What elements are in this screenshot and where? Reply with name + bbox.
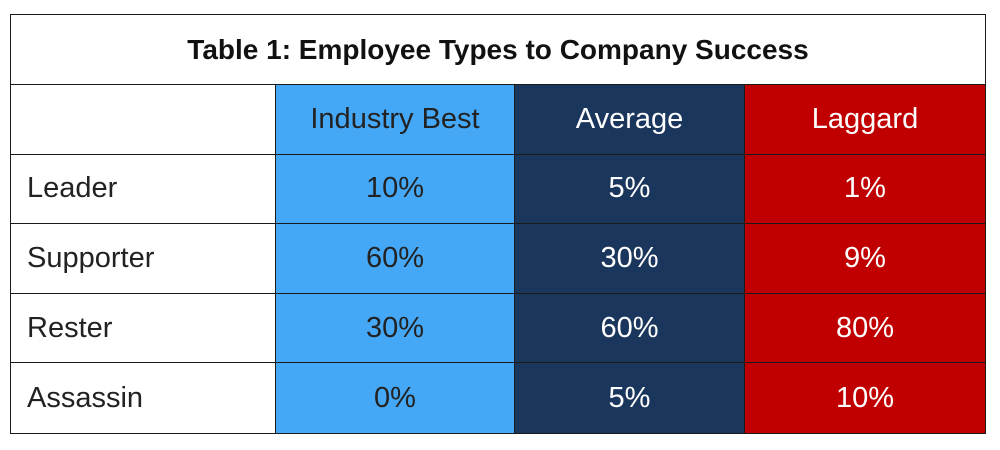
table-cell: 10%	[745, 363, 985, 433]
header-row: Industry Best Average Laggard	[11, 85, 985, 155]
table-grid: Industry Best Average Laggard Leader 10% 5% 1%…	[11, 85, 985, 433]
table-cell: 0%	[276, 363, 515, 433]
table-cell: 30%	[515, 224, 745, 294]
table-row: Assassin 0% 5% 10%	[11, 363, 985, 433]
table-title: Table 1: Employee Types to Company Succe…	[11, 15, 985, 85]
row-label: Leader	[11, 154, 276, 225]
row-label: Assassin	[11, 363, 276, 433]
employee-types-table: Table 1: Employee Types to Company Succe…	[10, 14, 986, 434]
column-header-average: Average	[515, 85, 745, 155]
row-label: Rester	[11, 293, 276, 364]
table-cell: 10%	[276, 154, 515, 225]
row-label: Supporter	[11, 224, 276, 294]
table-row: Supporter 60% 30% 9%	[11, 224, 985, 294]
table-cell: 5%	[515, 154, 745, 225]
column-header-blank	[11, 85, 276, 155]
table-cell: 60%	[515, 293, 745, 364]
table-row: Rester 30% 60% 80%	[11, 293, 985, 364]
table-cell: 1%	[745, 154, 985, 225]
table-cell: 5%	[515, 363, 745, 433]
table-cell: 9%	[745, 224, 985, 294]
column-header-industry-best: Industry Best	[276, 85, 515, 155]
table-cell: 60%	[276, 224, 515, 294]
table-cell: 30%	[276, 293, 515, 364]
column-header-laggard: Laggard	[745, 85, 985, 155]
table-cell: 80%	[745, 293, 985, 364]
table-row: Leader 10% 5% 1%	[11, 154, 985, 225]
